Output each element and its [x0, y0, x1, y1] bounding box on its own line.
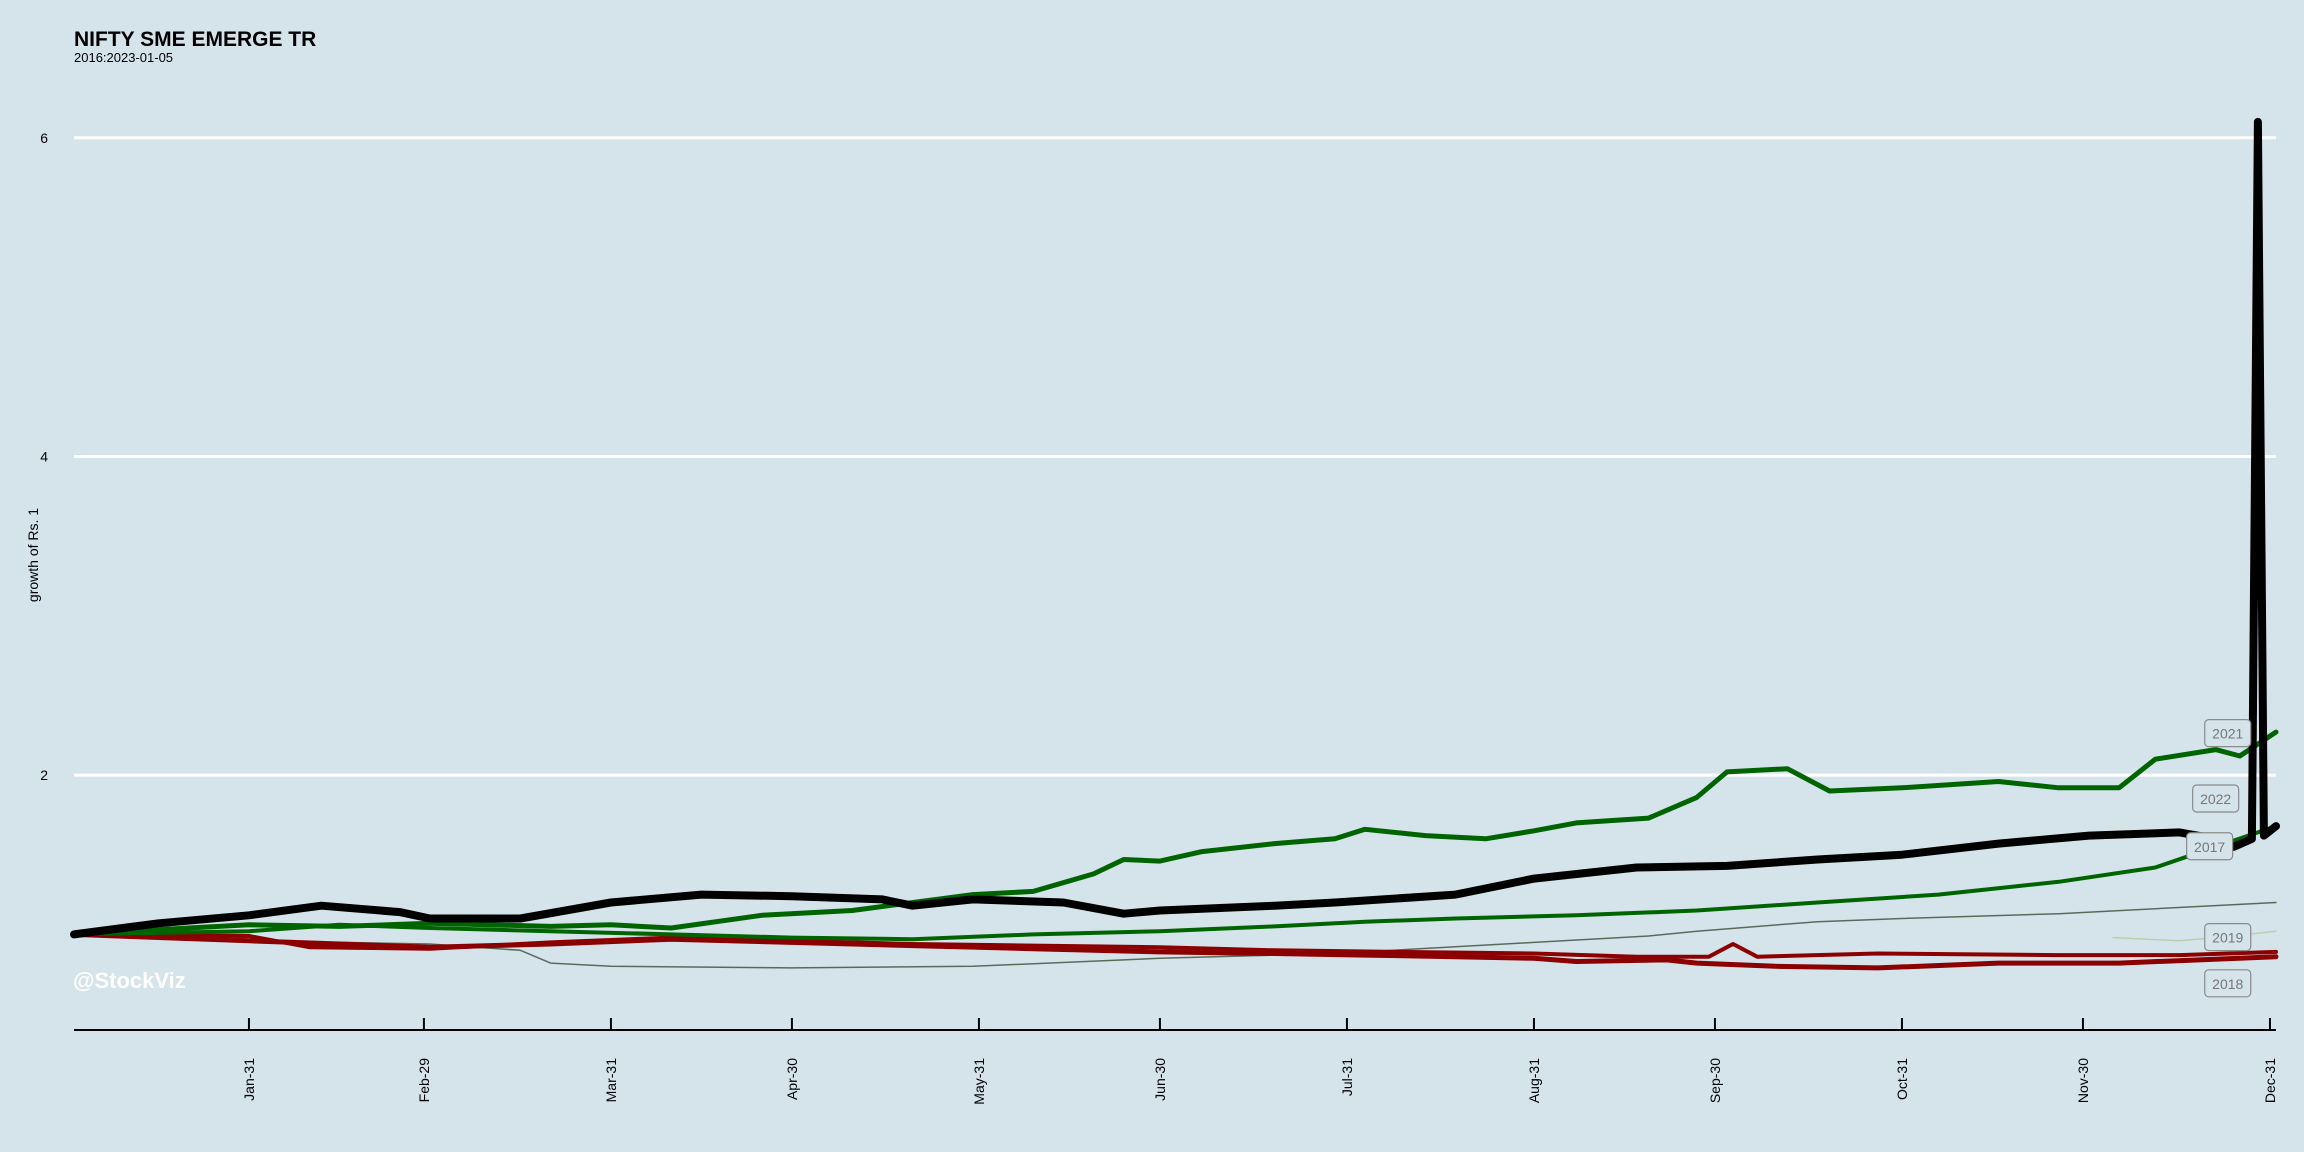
svg-text:2021: 2021: [2212, 726, 2243, 742]
series-label-2021: 2021: [2204, 719, 2252, 748]
series-lines: [70, 117, 2280, 971]
series-label-2018: 2018: [2204, 969, 2252, 998]
x-tick-label: Feb-29: [416, 1058, 432, 1103]
x-tick-label: May-31: [971, 1058, 987, 1105]
series-line: [2112, 930, 2277, 942]
series-line-2021: [71, 729, 2279, 937]
x-tick-label: Nov-30: [2075, 1058, 2091, 1103]
svg-text:2018: 2018: [2212, 976, 2243, 992]
series-line-2022: [70, 117, 2280, 939]
x-tick-label: Mar-31: [603, 1058, 619, 1103]
axes: 2 4 6 Jan-31 Feb-29 Mar-31 Apr-30 May-31 Jun-30 J…: [40, 130, 2278, 1105]
y-tick-label: 4: [40, 448, 48, 464]
chart-subtitle: 2016:2023-01-05: [74, 50, 174, 65]
series-label-2017: 2017: [2186, 832, 2234, 861]
series-label-2022: 2022: [2192, 784, 2240, 813]
x-tick-label: Aug-31: [1526, 1058, 1542, 1103]
svg-text:2019: 2019: [2212, 930, 2243, 946]
series-line-2019: [73, 901, 2277, 969]
y-tick-label: 6: [40, 130, 48, 146]
y-tick-label: 2: [40, 767, 48, 783]
x-tick-label: Jan-31: [241, 1058, 257, 1101]
series-line: [72, 932, 2278, 959]
series-labels: 2021 2022 2017 2019 2018: [2186, 719, 2252, 998]
grid-lines: [74, 136, 2276, 777]
x-tick-label: Dec-31: [2262, 1058, 2278, 1103]
x-tick-label: Jun-30: [1152, 1058, 1168, 1101]
svg-text:2017: 2017: [2194, 839, 2225, 855]
chart-title: NIFTY SME EMERGE TR: [74, 28, 317, 51]
x-tick-label: Apr-30: [784, 1058, 800, 1100]
svg-text:2022: 2022: [2200, 791, 2231, 807]
series-label-2019: 2019: [2204, 922, 2252, 952]
y-axis-label: growth of Rs. 1: [25, 508, 41, 602]
series-line-2018: [71, 931, 2279, 971]
watermark: @StockViz: [73, 968, 186, 993]
series-line-2017: [72, 824, 2278, 942]
x-tick-label: Oct-31: [1894, 1058, 1910, 1100]
x-tick-label: Jul-31: [1339, 1058, 1355, 1096]
x-tick-label: Sep-30: [1707, 1058, 1723, 1103]
